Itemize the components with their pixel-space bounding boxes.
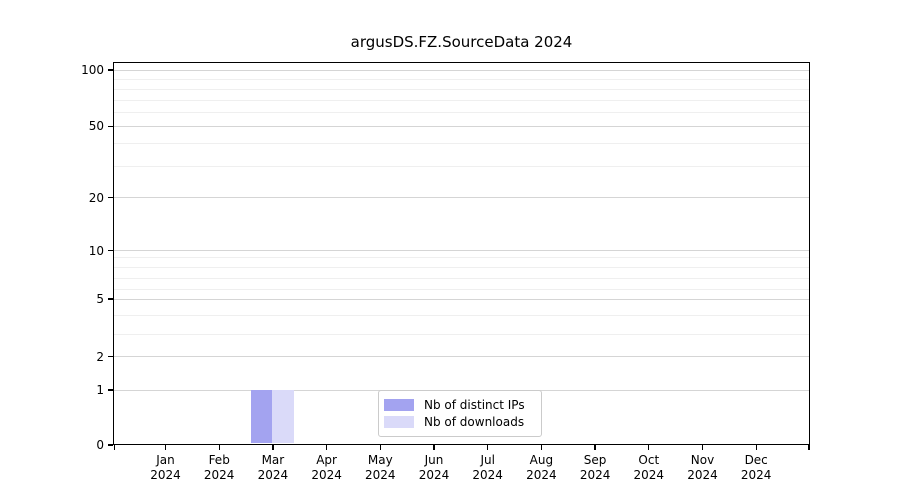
- x-tick-mark: [540, 445, 543, 450]
- minor-gridline: [114, 111, 809, 113]
- legend-swatch-downloads: [384, 416, 414, 428]
- minor-gridline: [114, 166, 809, 167]
- y-tick-mark: [108, 125, 113, 127]
- x-tick-mark: [755, 445, 757, 450]
- chart-title: argusDS.FZ.SourceData 2024: [350, 33, 573, 51]
- x-tick-mark: [218, 445, 220, 450]
- x-axis-tick-label: Feb 2024: [203, 453, 235, 482]
- x-tick-mark: [325, 445, 328, 450]
- x-axis-tick-label: Jan 2024: [150, 453, 181, 482]
- minor-gridline: [114, 78, 809, 80]
- minor-gridline: [114, 288, 809, 290]
- x-axis-tick-label: Mar 2024: [257, 453, 289, 482]
- legend-label-distinct-ips: Nb of distinct IPs: [424, 398, 525, 412]
- x-axis-tick-label: Jul 2024: [472, 453, 503, 482]
- y-axis-tick-label: 50: [88, 119, 104, 134]
- x-tick-mark-edge: [113, 445, 116, 450]
- minor-gridline: [114, 142, 809, 144]
- bar-nb-of-downloads: [272, 389, 294, 443]
- y-axis-tick-label: 10: [88, 243, 104, 258]
- minor-gridline: [114, 88, 809, 90]
- x-axis-tick-label: Nov 2024: [687, 453, 718, 482]
- legend: Nb of distinct IPs Nb of downloads: [378, 389, 542, 437]
- x-axis-tick-label: Aug 2024: [526, 453, 557, 482]
- bar-nb-of-distinct-ips: [250, 389, 273, 443]
- x-tick-mark: [487, 445, 489, 450]
- y-axis-tick-label: 100: [81, 63, 104, 77]
- y-axis-tick-label: 5: [96, 292, 104, 306]
- x-axis-tick-label: Sep 2024: [579, 453, 611, 482]
- minor-gridline: [114, 257, 809, 258]
- y-tick-mark: [108, 356, 113, 358]
- legend-entry-downloads: Nb of downloads: [384, 414, 535, 431]
- y-axis-tick-label: 20: [88, 190, 104, 205]
- x-axis-tick-label: May 2024: [365, 453, 396, 482]
- major-gridline: [114, 250, 809, 251]
- x-tick-mark: [164, 445, 167, 450]
- x-tick-mark-edge: [808, 445, 810, 450]
- y-tick-mark: [108, 444, 113, 446]
- x-axis-tick-label: Apr 2024: [311, 453, 342, 482]
- y-tick-mark: [108, 69, 113, 71]
- y-axis-tick-label: 0: [96, 438, 104, 452]
- x-tick-mark: [433, 445, 435, 450]
- x-axis-tick-label: Jun 2024: [418, 453, 450, 482]
- minor-gridline: [114, 314, 809, 316]
- x-tick-mark: [379, 445, 381, 450]
- x-axis-tick-label: Dec 2024: [740, 453, 772, 482]
- major-gridline: [114, 298, 809, 300]
- major-gridline: [114, 356, 809, 358]
- x-tick-mark: [272, 445, 274, 450]
- minor-gridline: [114, 267, 809, 268]
- y-tick-mark: [108, 249, 113, 252]
- x-tick-mark: [701, 445, 704, 450]
- major-gridline: [114, 69, 809, 71]
- legend-swatch-distinct-ips: [384, 399, 414, 411]
- legend-label-downloads: Nb of downloads: [424, 415, 525, 429]
- minor-gridline: [114, 277, 809, 279]
- y-tick-mark: [108, 389, 113, 391]
- y-axis-tick-label: 1: [96, 383, 104, 397]
- x-axis-tick-label: Oct 2024: [633, 453, 665, 482]
- x-tick-mark: [594, 445, 596, 450]
- legend-entry-distinct-ips: Nb of distinct IPs: [384, 397, 535, 414]
- major-gridline: [114, 125, 809, 127]
- y-tick-mark: [108, 196, 113, 199]
- plot-area: Nb of distinct IPs Nb of downloads: [113, 62, 810, 445]
- x-tick-mark: [648, 445, 650, 450]
- major-gridline: [114, 197, 809, 198]
- y-axis-tick-label: 2: [96, 349, 104, 364]
- y-tick-mark: [108, 298, 113, 300]
- minor-gridline: [114, 99, 809, 101]
- minor-gridline: [114, 333, 809, 335]
